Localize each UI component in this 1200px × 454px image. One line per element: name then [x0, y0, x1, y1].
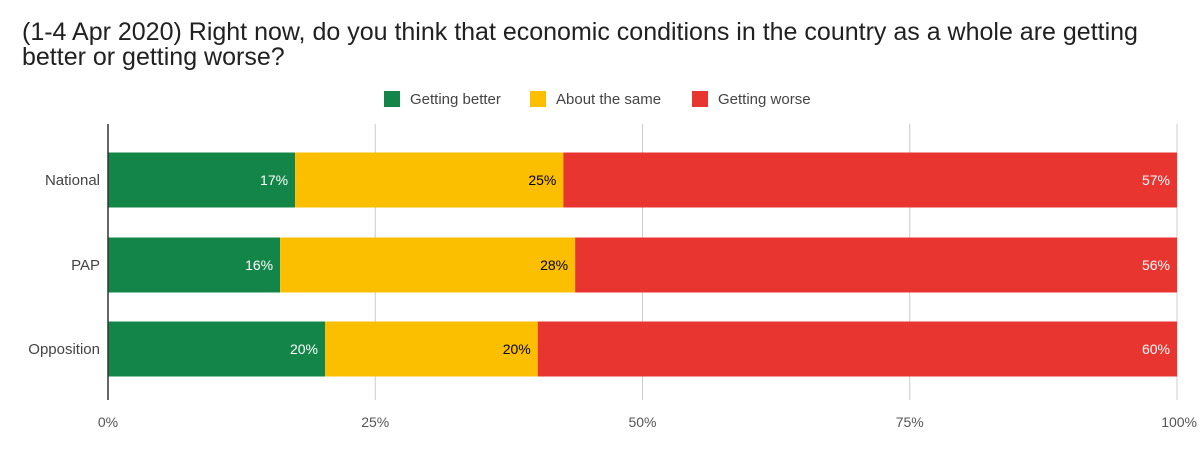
legend-swatch [692, 91, 708, 107]
x-tick-label: 50% [628, 414, 656, 430]
data-label: 25% [528, 172, 556, 188]
legend-item: About the same [530, 89, 661, 109]
category-label: PAP [71, 257, 100, 274]
data-label: 17% [260, 172, 288, 188]
legend-label: About the same [556, 90, 662, 108]
bar-segment [537, 321, 1177, 377]
legend-swatch [384, 91, 400, 107]
x-tick-label: 25% [361, 414, 389, 430]
data-label: 57% [1142, 172, 1170, 188]
bar-segment [295, 152, 564, 208]
bar-segment [108, 237, 281, 293]
bar-segment [280, 237, 576, 293]
x-tick-label: 100% [1161, 414, 1197, 430]
bar-segment [108, 152, 296, 208]
bar-segment [563, 152, 1177, 208]
chart-title: (1-4 Apr 2020) Right now, do you think t… [22, 18, 1138, 71]
bar-segment [108, 321, 326, 377]
data-label: 28% [540, 257, 568, 273]
data-label: 20% [503, 341, 531, 357]
legend-item: Getting better [384, 89, 501, 109]
data-label: 20% [290, 341, 318, 357]
data-label: 16% [245, 257, 273, 273]
bar-segment [575, 237, 1177, 293]
bar-segment [325, 321, 538, 377]
legend-label: Getting better [410, 90, 501, 108]
x-tick-label: 0% [98, 414, 118, 430]
data-label: 60% [1142, 341, 1170, 357]
legend: Getting better About the same Getting wors… [0, 89, 1200, 109]
legend-swatch [530, 91, 546, 107]
data-label: 56% [1142, 257, 1170, 273]
legend-item: Getting worse [692, 89, 811, 109]
legend-label: Getting worse [718, 90, 811, 108]
x-tick-label: 75% [896, 414, 924, 430]
category-label: Opposition [28, 341, 100, 358]
category-label: National [45, 172, 100, 189]
